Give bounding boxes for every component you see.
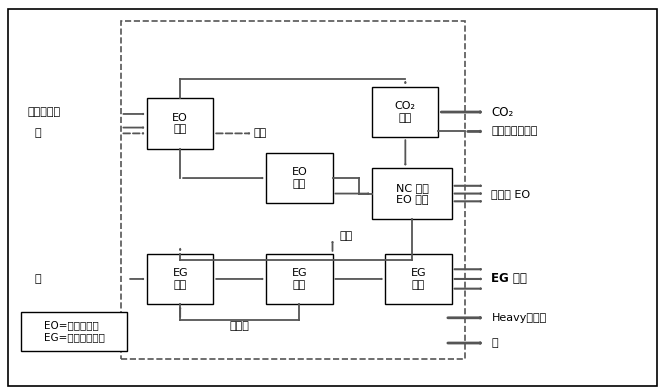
FancyBboxPatch shape xyxy=(372,87,438,137)
FancyBboxPatch shape xyxy=(386,254,452,304)
Text: 고순도 EO: 고순도 EO xyxy=(491,188,531,199)
Text: 물: 물 xyxy=(491,338,498,348)
Text: 물: 물 xyxy=(35,274,41,284)
Text: EO
재생: EO 재생 xyxy=(291,167,307,189)
FancyBboxPatch shape xyxy=(147,254,213,304)
Text: Heavy글리콜: Heavy글리콜 xyxy=(491,313,547,323)
Text: EG
분리: EG 분리 xyxy=(411,268,426,290)
FancyBboxPatch shape xyxy=(21,312,127,351)
FancyBboxPatch shape xyxy=(8,9,657,386)
FancyBboxPatch shape xyxy=(266,254,332,304)
Text: 스팀: 스팀 xyxy=(339,231,352,241)
FancyBboxPatch shape xyxy=(147,99,213,149)
Text: 불활성기체배출: 불활성기체배출 xyxy=(491,126,538,136)
Text: NC 제거
EO 정제: NC 제거 EO 정제 xyxy=(396,183,428,204)
FancyBboxPatch shape xyxy=(372,168,452,219)
Text: 반송수: 반송수 xyxy=(230,321,250,330)
Text: CO₂: CO₂ xyxy=(491,106,513,118)
Text: 스팀: 스팀 xyxy=(253,128,266,138)
Text: EO
반응: EO 반응 xyxy=(172,113,188,135)
Text: EG 제품: EG 제품 xyxy=(491,273,527,285)
Text: EG
탈수: EG 탈수 xyxy=(291,268,307,290)
Text: EG
반응: EG 반응 xyxy=(172,268,188,290)
Text: EO=산화에틸렌
EG=에틸렌글리콜: EO=산화에틸렌 EG=에틸렌글리콜 xyxy=(44,321,104,342)
Text: 산화에틸렌: 산화에틸렌 xyxy=(28,107,61,117)
Text: 물: 물 xyxy=(35,128,41,138)
Text: CO₂
제거: CO₂ 제거 xyxy=(395,101,416,123)
FancyBboxPatch shape xyxy=(266,153,332,203)
